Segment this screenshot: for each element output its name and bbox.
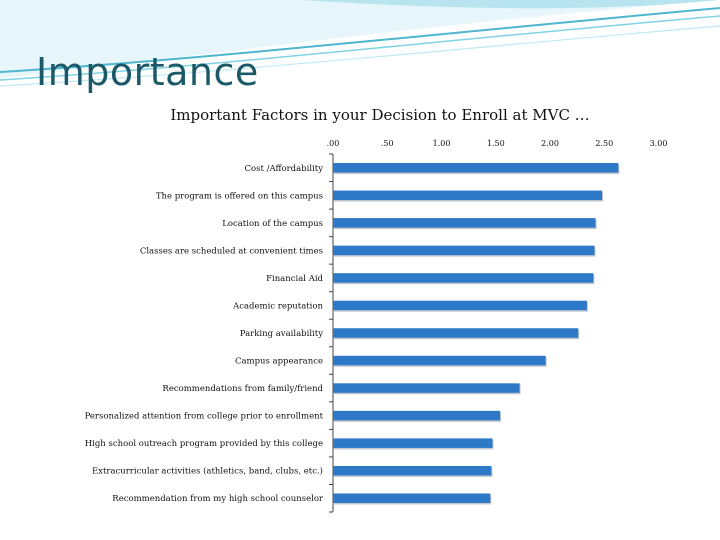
- x-tick-label: 1.50: [487, 139, 505, 148]
- bar: [333, 493, 491, 503]
- chart-title: Important Factors in your Decision to En…: [170, 106, 590, 124]
- category-label: Recommendation from my high school couns…: [112, 494, 324, 504]
- bar: [333, 245, 595, 256]
- category-label: Location of the campus: [222, 219, 323, 229]
- bar: [333, 163, 619, 173]
- bar: [333, 383, 520, 393]
- x-tick-label: 1.00: [433, 139, 451, 148]
- category-label: Cost /Affordability: [245, 164, 324, 174]
- bar: [333, 328, 579, 338]
- category-label: Financial Aid: [266, 274, 323, 284]
- wave-line-1: [0, 7, 720, 73]
- category-label: Campus appearance: [235, 357, 323, 367]
- wave-band-top: [300, 0, 720, 9]
- x-tick-label: 2.50: [595, 139, 613, 148]
- x-tick-label: 3.00: [650, 139, 668, 148]
- wave-line-2: [0, 15, 720, 81]
- category-label: High school outreach program provided by…: [85, 439, 323, 449]
- x-tick-label: .00: [327, 139, 340, 148]
- bar: [333, 355, 546, 366]
- bar: [333, 300, 587, 311]
- category-label: Classes are scheduled at convenient time…: [140, 246, 323, 256]
- decorative-wave-header: [0, 0, 720, 87]
- bar: [333, 438, 493, 448]
- category-label: Recommendations from family/friend: [162, 384, 323, 394]
- bar: [333, 410, 501, 421]
- bar: [333, 218, 596, 228]
- category-label: Personalized attention from college prio…: [85, 412, 324, 422]
- bar: [333, 190, 603, 201]
- wave-band-light: [0, 0, 720, 78]
- x-tick-label: .50: [381, 139, 394, 148]
- category-label: Academic reputation: [232, 301, 323, 311]
- bar: [333, 273, 594, 283]
- category-label: Extracurricular activities (athletics, b…: [92, 466, 323, 477]
- x-tick-label: 2.00: [541, 139, 559, 148]
- slide-title: Importance: [36, 50, 259, 94]
- category-label: The program is offered on this campus: [156, 191, 323, 201]
- bar: [333, 465, 492, 476]
- wave-line-3: [0, 25, 720, 87]
- category-label: Parking availability: [240, 329, 323, 339]
